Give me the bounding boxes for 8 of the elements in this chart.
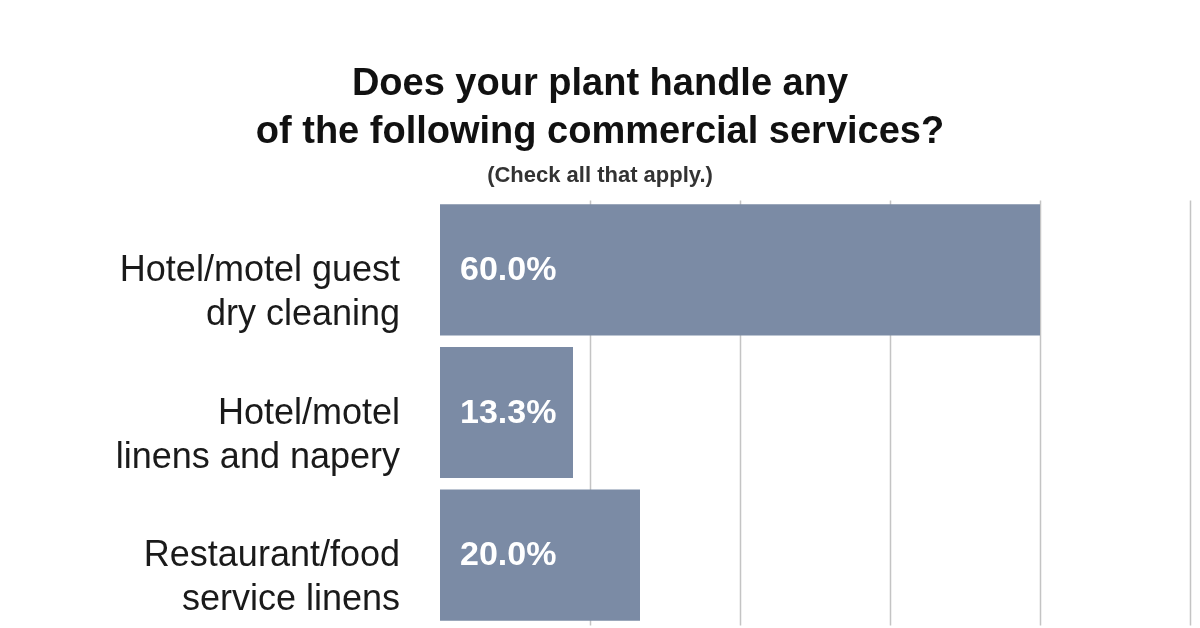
chart-title: Does your plant handle any of the following commercial services? bbox=[255, 61, 945, 151]
chart-subtitle: (Check all that apply.) bbox=[487, 162, 713, 187]
data-label: 20.0% bbox=[460, 534, 557, 573]
data-label: 60.0% bbox=[460, 248, 557, 287]
y-tick-label: Restaurant/food service linens bbox=[143, 533, 400, 619]
y-tick-label: Hotel/motel guest dry cleaning bbox=[119, 247, 400, 333]
y-tick-label: Hotel/motel linens and napery bbox=[115, 390, 400, 476]
data-label: 13.3% bbox=[460, 391, 557, 430]
